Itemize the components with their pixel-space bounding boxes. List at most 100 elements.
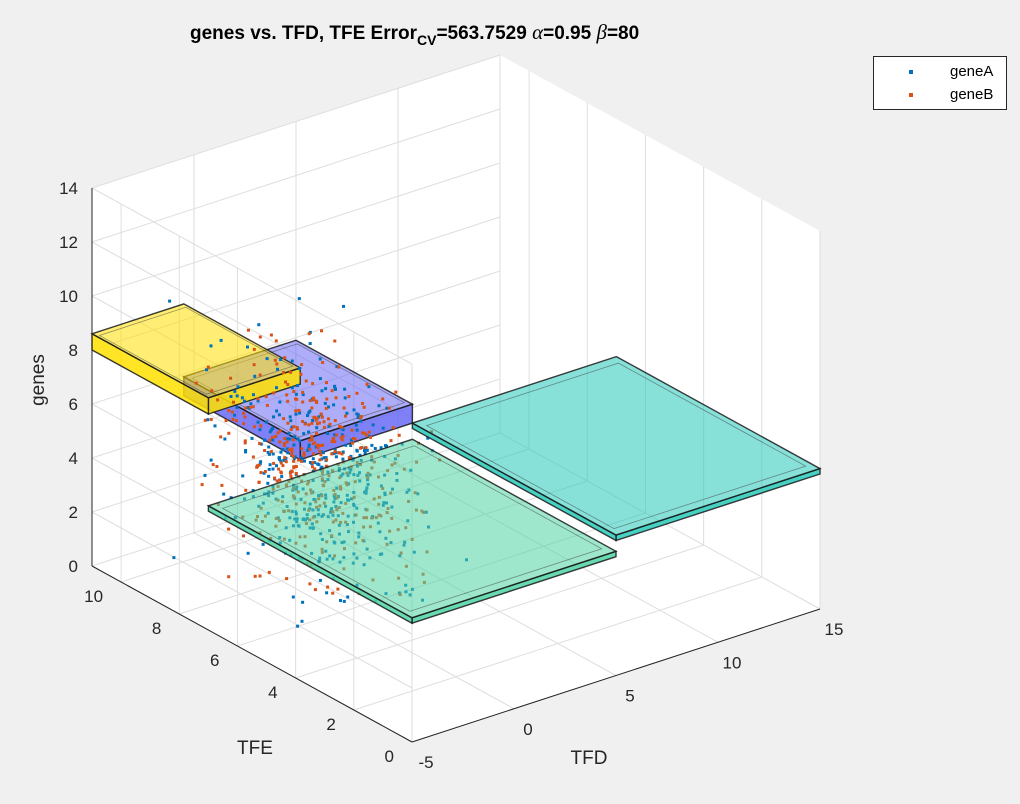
point-geneB (242, 422, 245, 426)
point-geneB (291, 455, 295, 459)
region-face (410, 355, 822, 536)
point-geneA (296, 437, 300, 441)
point-geneA (343, 396, 347, 400)
point-geneA (301, 600, 305, 604)
point-geneB (350, 428, 354, 432)
point-geneB (311, 465, 314, 469)
point-geneB (269, 333, 273, 337)
point-geneA (277, 413, 281, 417)
point-geneB (359, 416, 363, 420)
point-geneB (243, 441, 247, 445)
point-geneB (290, 470, 294, 474)
point-geneB (313, 588, 317, 592)
point-geneA (271, 426, 275, 430)
point-geneB (263, 449, 267, 452)
point-geneA (302, 432, 306, 436)
point-geneB (381, 397, 385, 401)
x-tick-label: 0 (523, 720, 532, 739)
point-geneB (215, 465, 219, 468)
legend-item-geneA[interactable]: geneA (874, 61, 1008, 83)
point-geneA (343, 387, 347, 391)
point-geneA (275, 409, 279, 413)
point-geneA (354, 423, 358, 427)
point-geneB (230, 410, 234, 414)
grid-line-side-z (91, 457, 413, 635)
point-geneB (302, 451, 306, 455)
point-geneA (265, 420, 269, 424)
grid-line-wall-xz (91, 162, 501, 297)
y-axis-label: TFE (237, 738, 273, 759)
point-geneB (344, 414, 347, 418)
point-geneB (284, 380, 287, 384)
point-geneA (272, 415, 275, 419)
y-tick-label: 4 (268, 683, 277, 702)
point-geneB (338, 424, 342, 428)
legend-label-geneA: geneA (950, 63, 994, 80)
grid-line-floor-y (295, 544, 704, 679)
point-geneB (224, 419, 228, 423)
region-rim (221, 445, 603, 612)
point-geneB (242, 534, 245, 538)
point-geneB (325, 397, 329, 401)
point-geneA (320, 457, 324, 461)
point-geneA (271, 438, 275, 442)
point-geneA (262, 471, 266, 475)
point-geneB (319, 412, 323, 416)
point-geneB (269, 450, 273, 454)
title-alpha-value: =0.95 (543, 23, 597, 44)
legend[interactable]: geneA geneB (873, 56, 1007, 110)
point-geneA (253, 374, 257, 378)
point-geneB (312, 396, 315, 400)
point-geneB (322, 420, 326, 424)
point-geneB (361, 431, 364, 435)
point-geneA (250, 436, 254, 440)
point-geneA (293, 455, 297, 459)
point-geneB (286, 399, 290, 403)
plot-background (92, 55, 820, 742)
point-geneA (333, 433, 337, 437)
point-geneB (259, 471, 263, 475)
point-geneB (333, 419, 337, 423)
point-geneA (278, 456, 281, 460)
point-geneB (290, 450, 294, 454)
point-geneB (324, 464, 328, 468)
point-geneB (321, 443, 325, 447)
point-geneB (229, 376, 233, 380)
point-geneB (291, 438, 295, 442)
point-geneA (322, 456, 326, 460)
point-geneA (379, 446, 383, 450)
point-geneB (282, 371, 285, 374)
point-geneB (308, 582, 312, 586)
legend-item-geneB[interactable]: geneB (874, 84, 1008, 106)
point-geneB (279, 461, 283, 465)
point-geneA (365, 448, 369, 452)
point-geneA (267, 452, 271, 456)
point-geneB (310, 406, 314, 410)
point-geneA (349, 444, 353, 447)
point-geneA (279, 450, 283, 454)
point-geneB (333, 440, 337, 444)
point-geneB (285, 577, 289, 581)
point-geneB (341, 434, 345, 438)
point-geneB (267, 570, 271, 574)
point-geneB (324, 407, 328, 410)
point-geneB (295, 426, 299, 429)
point-geneB (314, 399, 318, 403)
point-geneB (301, 390, 305, 394)
point-geneB (311, 442, 315, 446)
point-geneB (200, 483, 204, 487)
y-tick-label: 10 (84, 587, 103, 606)
point-geneA (294, 392, 298, 396)
point-geneA (326, 432, 330, 435)
point-geneA (257, 323, 261, 327)
point-geneB (251, 455, 255, 459)
point-geneA (350, 438, 353, 442)
tick-labels: 0 2 4 6 8 10 12 14 0 2 4 6 8 10 -5 0 5 10 15 (59, 179, 843, 772)
point-geneB (287, 448, 291, 452)
legend-marker-geneB (909, 93, 913, 97)
x-axis-line (411, 608, 821, 743)
point-geneB (257, 480, 261, 484)
point-geneA (363, 449, 366, 453)
point-geneA (267, 467, 271, 471)
